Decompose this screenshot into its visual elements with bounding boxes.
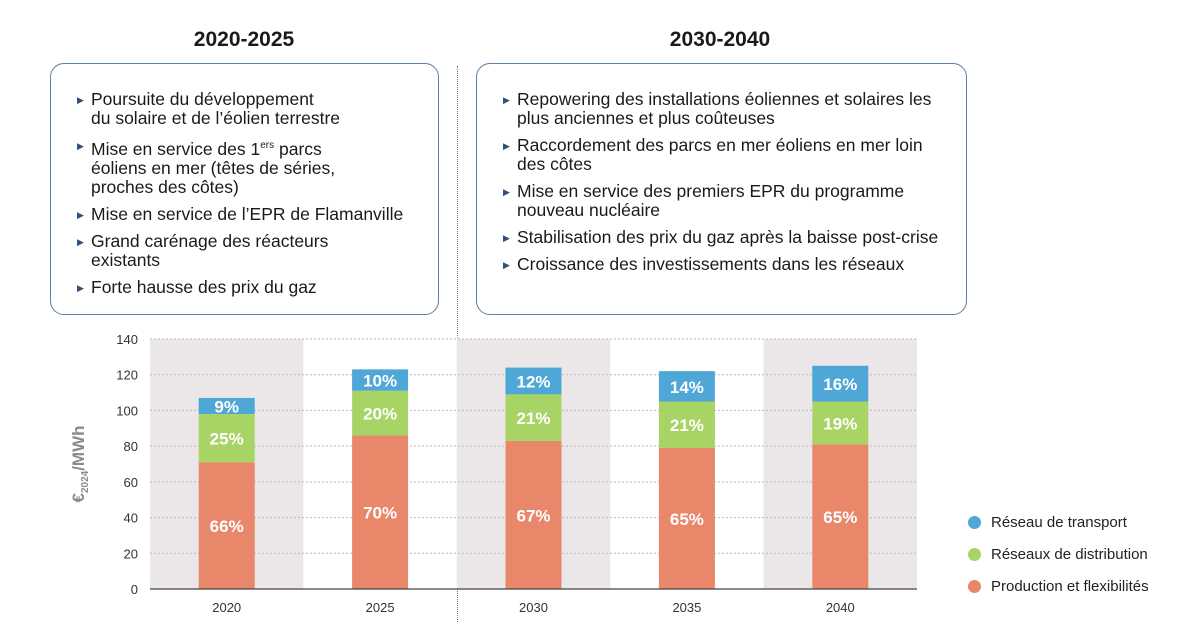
bar-data-label: 65% (670, 510, 704, 529)
bullet-item: Stabilisation des prix du gaz après la b… (503, 228, 946, 249)
y-tick-label: 140 (116, 332, 138, 347)
bar-segment (352, 369, 409, 391)
bar-segment (198, 397, 255, 414)
legend: Réseau de transport Réseaux de distribut… (968, 506, 1149, 602)
bar-data-label: 12% (516, 372, 550, 391)
x-tick-label: 2035 (672, 600, 701, 615)
bar-data-label: 70% (363, 504, 397, 523)
legend-item-production: Production et flexibilités (968, 570, 1149, 602)
bar-data-label: 66% (210, 517, 244, 536)
legend-item-transport: Réseau de transport (968, 506, 1149, 538)
bar-segment (352, 390, 409, 436)
legend-label-distribution: Réseaux de distribution (991, 545, 1148, 563)
bar-data-label: 21% (516, 409, 550, 428)
bullet-list-2030-2040: Repowering des installations éoliennes e… (503, 90, 946, 276)
period-title-2020-2025: 2020-2025 (193, 28, 295, 51)
y-tick-label: 60 (124, 475, 138, 490)
bar-data-label: 21% (670, 416, 704, 435)
bar-segment (812, 401, 869, 445)
bullet-item: Croissance des investissements dans les … (503, 255, 946, 276)
y-tick-label: 100 (116, 403, 138, 418)
legend-dot-transport (968, 515, 981, 529)
bars: 66% 25% 9% 70% 20% 10% 67% 21% 12% 65% 21% 14% 65% 19… (198, 365, 869, 589)
bar-segment (658, 401, 715, 448)
bar-data-label: 65% (823, 508, 857, 527)
y-axis-label: €2024/MWh (69, 425, 91, 502)
bar-data-label: 10% (363, 372, 397, 391)
bar-segment (505, 394, 562, 441)
y-tick-label: 40 (124, 511, 138, 526)
legend-item-distribution: Réseaux de distribution (968, 538, 1149, 570)
legend-dot-distribution (968, 547, 981, 561)
bullet-item: Raccordement des parcs en mer éoliens en… (503, 136, 946, 174)
legend-label-production: Production et flexibilités (991, 577, 1149, 595)
x-tick-label: 2040 (826, 600, 855, 615)
bar-segment (505, 367, 562, 395)
bar-data-label: 9% (214, 397, 239, 416)
bar-segment (812, 365, 869, 402)
y-tick-label: 120 (116, 368, 138, 383)
x-tick-label: 2025 (366, 600, 395, 615)
bar-data-label: 14% (670, 378, 704, 397)
bar-segment (658, 371, 715, 402)
y-tick-label: 0 (131, 582, 138, 597)
y-tick-label: 80 (124, 439, 138, 454)
period-title-2030-2040: 2030-2040 (669, 28, 771, 51)
x-tick-label: 2020 (212, 600, 241, 615)
y-tick-label: 20 (124, 546, 138, 561)
period-box-2030-2040: Repowering des installations éoliennes e… (476, 63, 967, 315)
bar-data-label: 20% (363, 405, 397, 424)
bullet-item: Mise en service des premiers EPR du prog… (503, 182, 946, 220)
legend-dot-production (968, 579, 981, 593)
x-tick-label: 2030 (519, 600, 548, 615)
bullet-item: Forte hausse des prix du gaz (77, 277, 418, 298)
bar-data-label: 67% (516, 506, 550, 525)
bar-data-label: 25% (210, 430, 244, 449)
bar-segment (198, 414, 255, 463)
bar-segment (812, 444, 869, 589)
bullet-item: Mise en service de l’EPR de Flamanville (77, 204, 418, 225)
bar-segment (658, 447, 715, 589)
legend-label-transport: Réseau de transport (991, 513, 1127, 531)
bar-segment (505, 440, 562, 589)
bar-segment (352, 435, 409, 589)
bar-data-label: 19% (823, 414, 857, 433)
bar-segment (198, 462, 255, 589)
bullet-item: Repowering des installations éoliennes e… (503, 90, 946, 128)
bar-data-label: 16% (823, 375, 857, 394)
